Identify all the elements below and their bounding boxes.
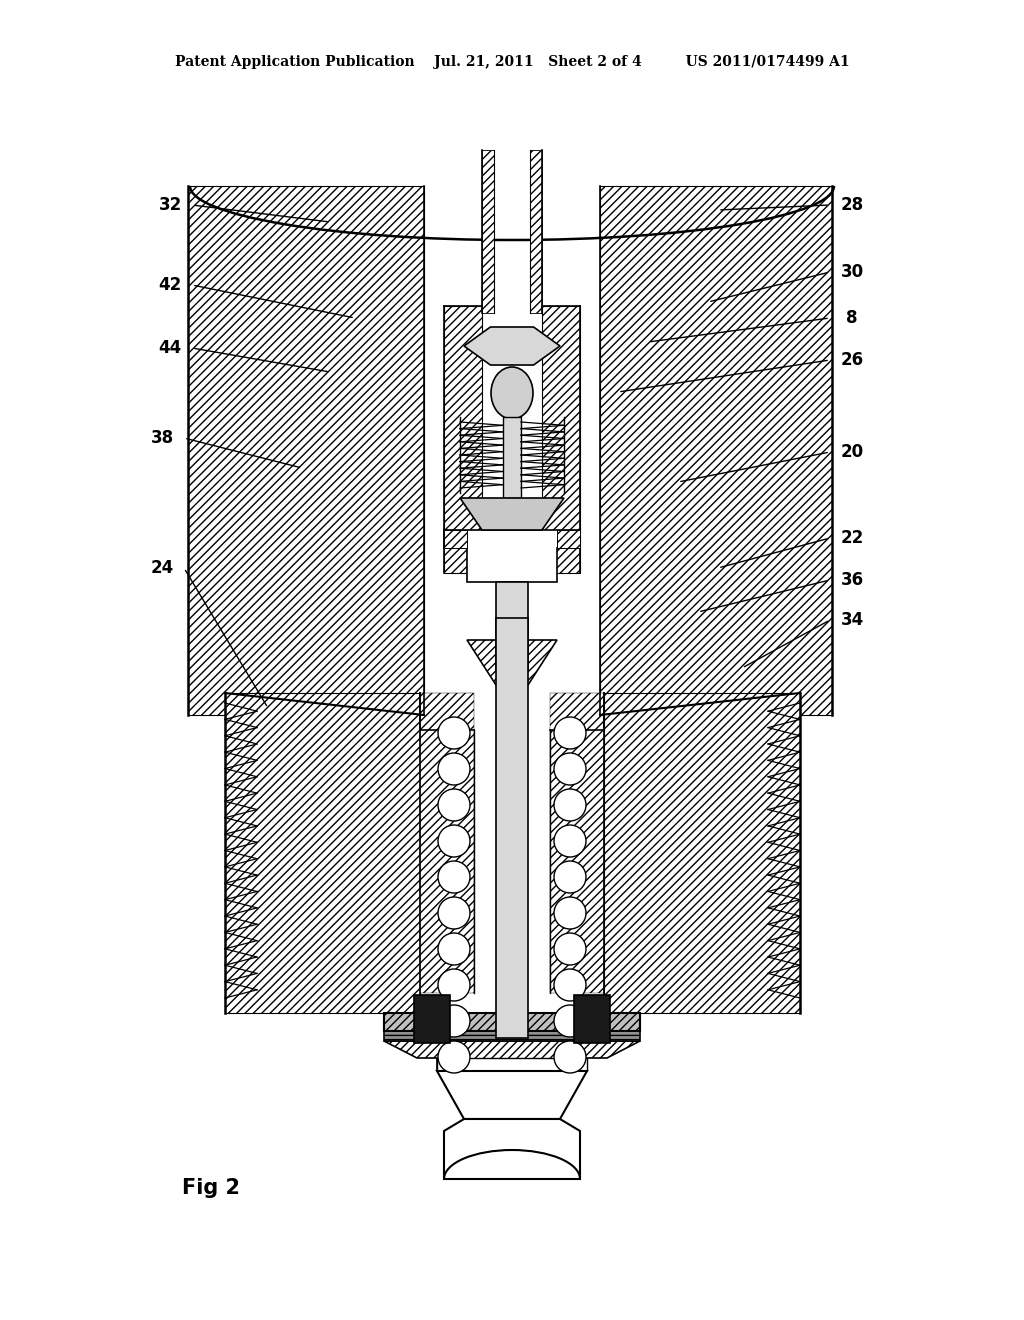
Text: 24: 24 <box>151 558 174 577</box>
Polygon shape <box>420 693 474 993</box>
Polygon shape <box>557 531 580 548</box>
Bar <box>496 582 528 671</box>
Circle shape <box>554 861 586 894</box>
Polygon shape <box>384 1031 640 1041</box>
Bar <box>496 618 528 1038</box>
Text: 44: 44 <box>159 339 181 356</box>
Circle shape <box>438 752 470 785</box>
Text: 34: 34 <box>841 611 863 630</box>
Polygon shape <box>550 693 604 993</box>
Bar <box>414 995 450 1043</box>
Polygon shape <box>530 150 542 313</box>
Circle shape <box>438 969 470 1001</box>
Circle shape <box>554 969 586 1001</box>
Text: Patent Application Publication    Jul. 21, 2011   Sheet 2 of 4         US 2011/0: Patent Application Publication Jul. 21, … <box>175 55 849 69</box>
Circle shape <box>438 1005 470 1038</box>
Circle shape <box>438 861 470 894</box>
Circle shape <box>554 825 586 857</box>
Polygon shape <box>437 1059 587 1071</box>
Polygon shape <box>444 1119 580 1179</box>
Polygon shape <box>384 1012 640 1031</box>
Ellipse shape <box>490 367 534 418</box>
Text: 42: 42 <box>159 276 181 294</box>
Circle shape <box>554 789 586 821</box>
Text: 22: 22 <box>841 529 863 546</box>
Text: 20: 20 <box>841 444 863 461</box>
Circle shape <box>554 898 586 929</box>
Polygon shape <box>225 693 420 1012</box>
Polygon shape <box>604 693 800 1012</box>
Circle shape <box>554 1005 586 1038</box>
Text: 32: 32 <box>159 195 181 214</box>
Text: 8: 8 <box>846 309 858 327</box>
Bar <box>574 995 610 1043</box>
Circle shape <box>554 933 586 965</box>
Circle shape <box>554 717 586 748</box>
Circle shape <box>438 825 470 857</box>
Text: 38: 38 <box>151 429 173 447</box>
Text: 36: 36 <box>841 572 863 589</box>
Polygon shape <box>444 531 467 548</box>
Polygon shape <box>188 186 424 715</box>
Circle shape <box>438 789 470 821</box>
Polygon shape <box>384 1041 640 1071</box>
Circle shape <box>554 1041 586 1073</box>
Circle shape <box>438 933 470 965</box>
Polygon shape <box>542 306 580 573</box>
Text: 26: 26 <box>841 351 863 370</box>
Polygon shape <box>444 531 580 582</box>
Bar <box>503 417 521 498</box>
Text: 28: 28 <box>841 195 863 214</box>
Polygon shape <box>467 640 557 685</box>
Circle shape <box>438 898 470 929</box>
Polygon shape <box>437 1071 587 1119</box>
Polygon shape <box>444 306 482 573</box>
Polygon shape <box>460 498 564 531</box>
Text: 30: 30 <box>841 263 863 281</box>
Circle shape <box>554 752 586 785</box>
Circle shape <box>438 717 470 748</box>
Text: Fig 2: Fig 2 <box>182 1177 240 1199</box>
Polygon shape <box>600 186 831 715</box>
Polygon shape <box>482 150 494 313</box>
Polygon shape <box>464 327 560 366</box>
Circle shape <box>438 1041 470 1073</box>
